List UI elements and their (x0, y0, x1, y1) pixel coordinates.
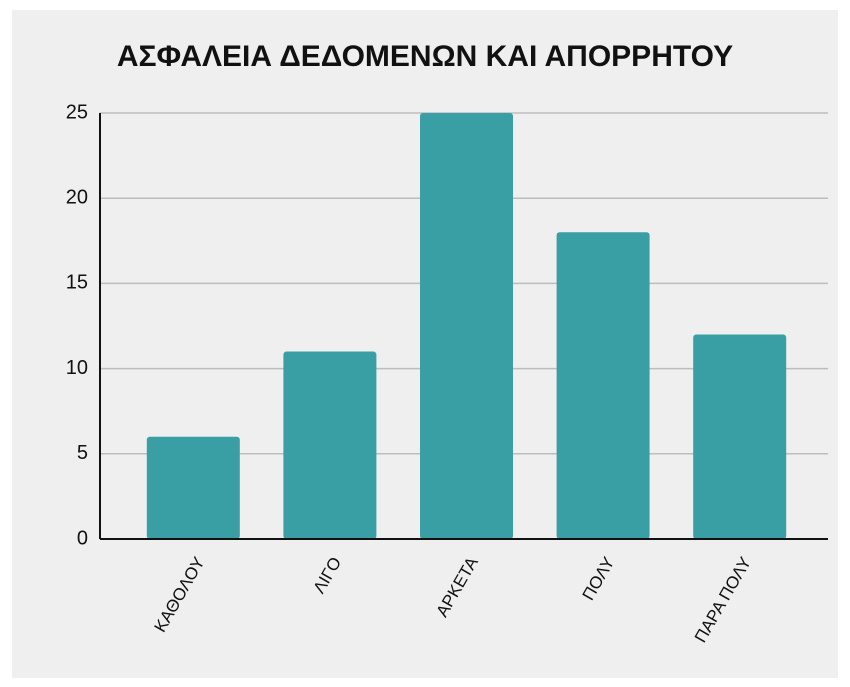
y-tick-label: 25 (66, 101, 88, 123)
bar (146, 436, 240, 539)
bar (556, 232, 650, 539)
y-tick-label: 5 (77, 442, 88, 464)
y-tick-label: 20 (66, 186, 88, 208)
y-tick-label: 10 (66, 357, 88, 379)
bar (420, 113, 513, 539)
y-tick-label: 15 (66, 272, 88, 294)
y-tick-label: 0 (77, 527, 88, 549)
bar (283, 351, 377, 539)
chart-title: ΑΣΦΑΛΕΙΑ ΔΕΔΟΜΕΝΩΝ ΚΑΙ ΑΠΟΡΡΗΤΟΥ (117, 40, 733, 73)
bar (693, 334, 787, 539)
